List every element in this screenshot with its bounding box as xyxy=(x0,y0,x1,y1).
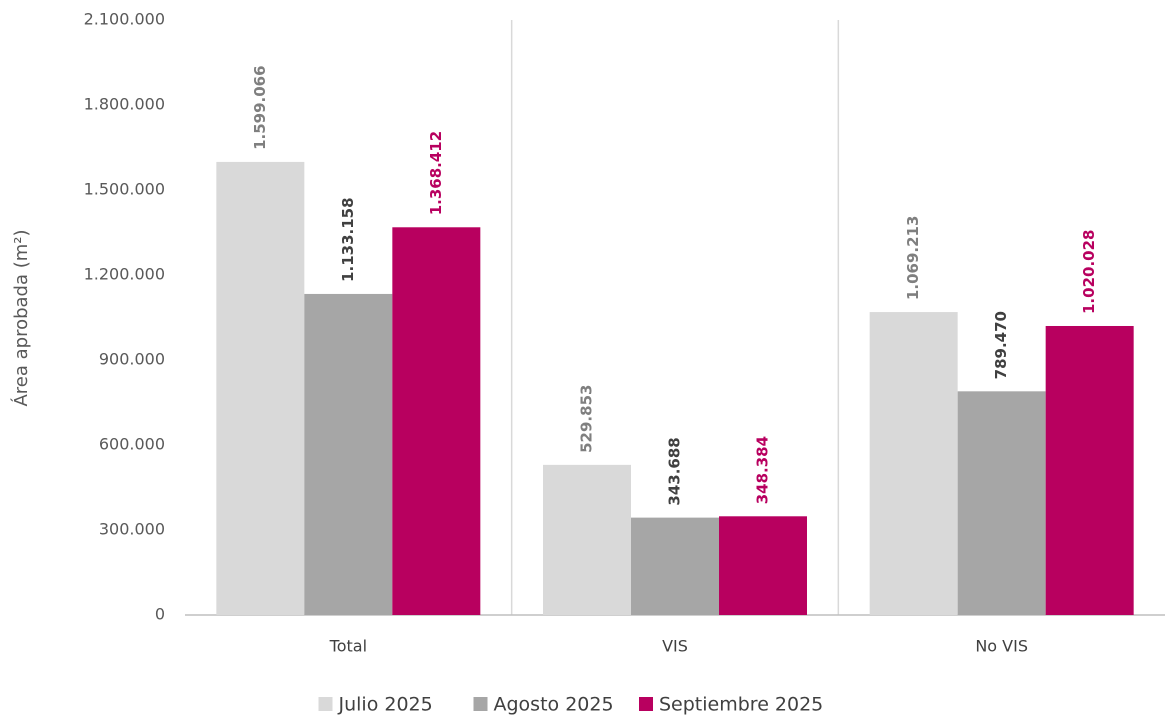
x-tick-label: VIS xyxy=(662,637,688,656)
bar xyxy=(1045,325,1134,615)
value-label: 343.688 xyxy=(666,437,684,505)
legend-swatch xyxy=(639,697,653,711)
legend-swatch xyxy=(473,697,488,711)
bar xyxy=(869,312,958,615)
bar xyxy=(719,516,807,615)
value-label: 1.599.066 xyxy=(251,65,269,149)
bar xyxy=(392,227,481,615)
legend-label: Septiembre 2025 xyxy=(659,694,823,716)
x-tick-label: Total xyxy=(329,637,367,656)
bar xyxy=(304,293,393,615)
y-tick-label: 300.000 xyxy=(99,520,165,539)
bar xyxy=(957,391,1046,615)
y-tick-label: 0 xyxy=(155,605,165,624)
y-tick-label: 1.500.000 xyxy=(84,180,165,199)
legend-swatch xyxy=(318,697,333,711)
value-label: 1.133.158 xyxy=(339,197,357,281)
x-tick-label: No VIS xyxy=(975,637,1028,656)
bar xyxy=(543,464,631,615)
value-label: 1.020.028 xyxy=(1080,230,1098,314)
y-axis-label: Área aprobada (m²) xyxy=(10,229,32,406)
y-tick-label: 600.000 xyxy=(99,435,165,454)
y-tick-label: 2.100.000 xyxy=(84,10,165,29)
value-label: 789.470 xyxy=(992,311,1010,379)
y-tick-label: 900.000 xyxy=(99,350,165,369)
y-tick-label: 1.800.000 xyxy=(84,95,165,114)
legend-label: Agosto 2025 xyxy=(494,694,614,716)
value-label: 348.384 xyxy=(754,436,772,504)
value-label: 1.069.213 xyxy=(904,216,922,300)
legend-label: Julio 2025 xyxy=(338,694,433,716)
bar xyxy=(631,517,719,615)
value-label: 529.853 xyxy=(578,385,596,453)
value-label: 1.368.412 xyxy=(427,131,445,215)
bar xyxy=(216,161,305,615)
y-tick-label: 1.200.000 xyxy=(84,265,165,284)
